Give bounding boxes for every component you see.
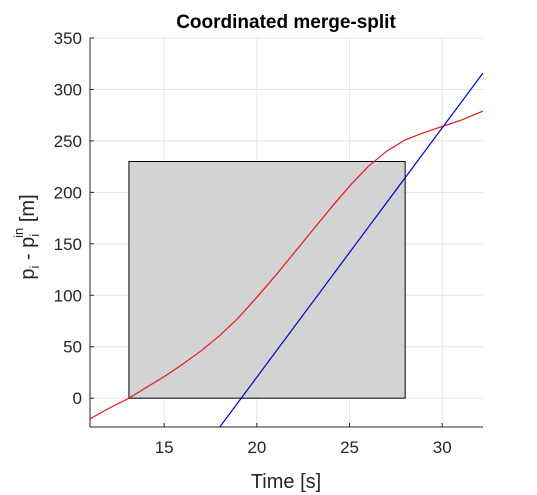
y-label-sub1: i: [27, 266, 42, 269]
y-label-sub2: i: [27, 234, 42, 237]
x-tick-label: 20: [247, 438, 266, 457]
x-axis-label: Time [s]: [251, 471, 321, 493]
y-tick-label: 350: [54, 29, 82, 48]
x-tick-label: 30: [433, 438, 452, 457]
y-label-tail: [m]: [17, 194, 39, 227]
y-axis-label: pi - piin [m]: [11, 194, 42, 279]
y-tick-label: 0: [73, 389, 82, 408]
region-rect: [128, 160, 406, 399]
y-tick-label: 50: [63, 338, 82, 357]
x-tick-label: 25: [340, 438, 359, 457]
blue-series-line: [219, 72, 483, 427]
y-label-mid: - p: [17, 237, 39, 266]
y-tick-label: 100: [54, 286, 82, 305]
chart-title: Coordinated merge-split: [176, 12, 396, 33]
y-tick-label: 200: [54, 183, 82, 202]
y-label-p1: p: [17, 269, 39, 280]
y-tick-label: 150: [54, 235, 82, 254]
red-series-line: [90, 110, 483, 420]
feasible-region: [128, 160, 406, 399]
axes: [89, 37, 483, 428]
y-tick-label: 250: [54, 132, 82, 151]
y-tick-label: 300: [54, 80, 82, 99]
y-label-sup2: in: [11, 228, 26, 238]
x-tick-label: 15: [155, 438, 174, 457]
series-lines: [90, 72, 483, 427]
